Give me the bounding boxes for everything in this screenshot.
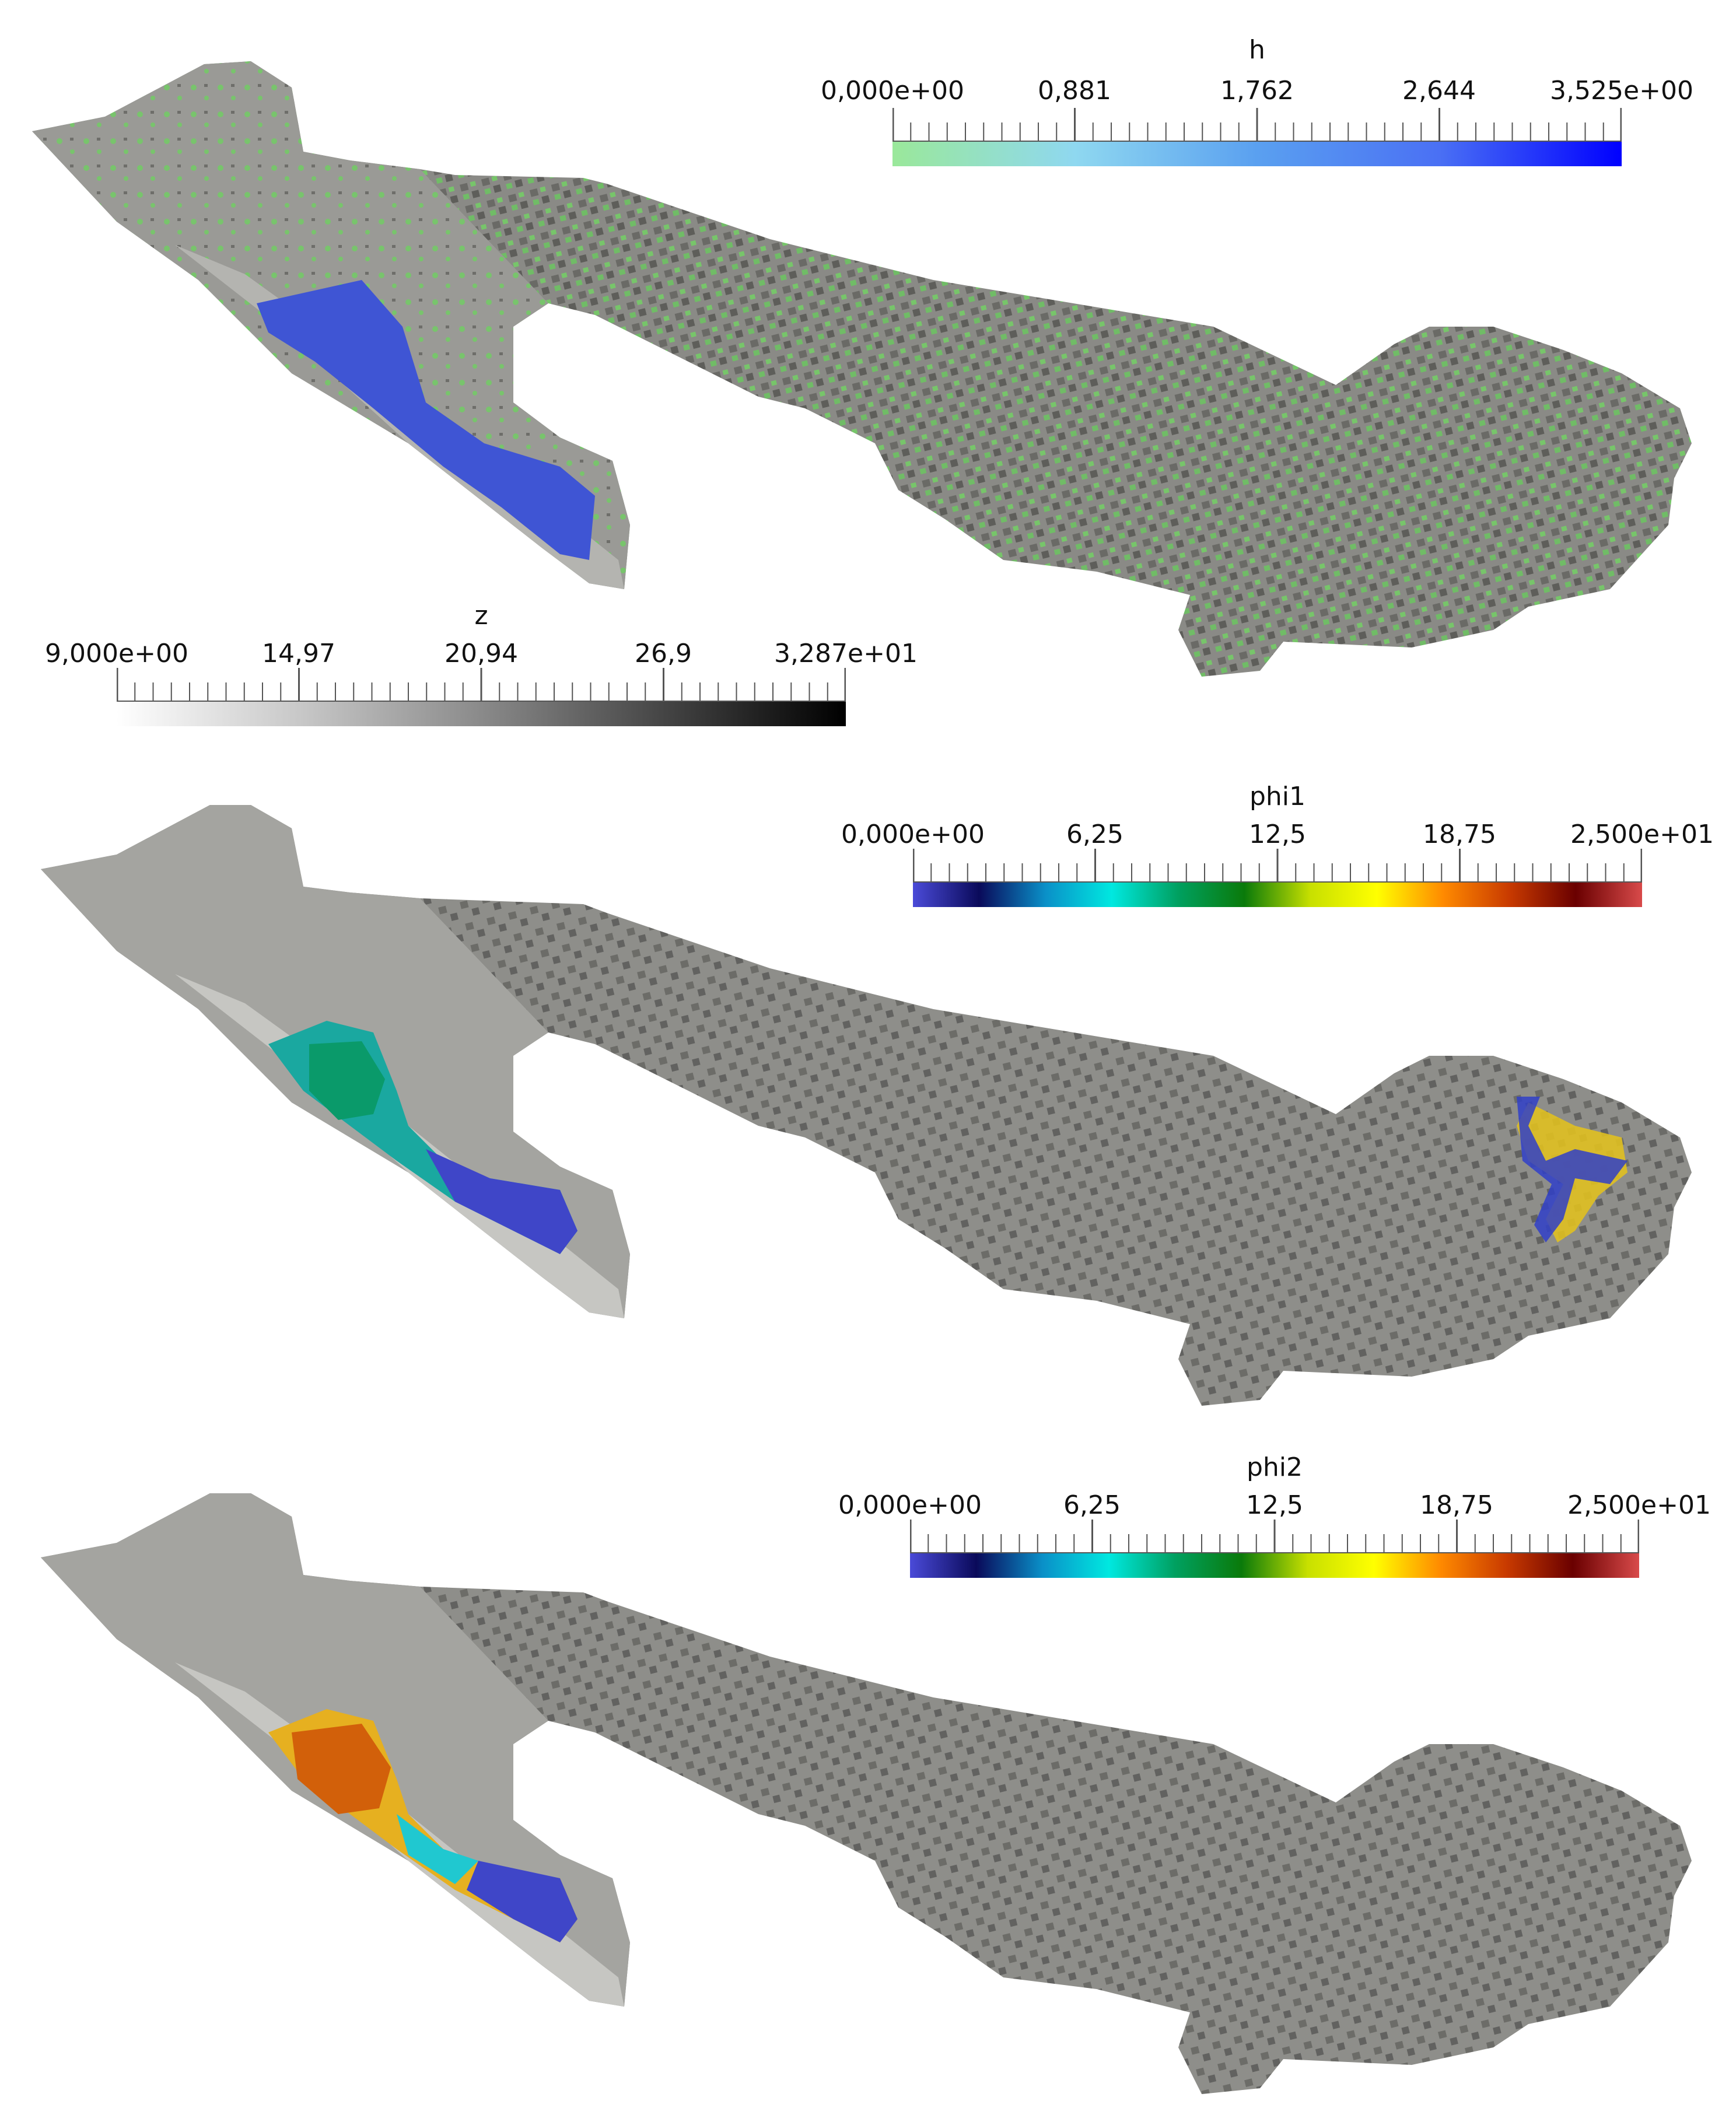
terrain-map — [41, 805, 1692, 1406]
tick-label: 0,000e+00 — [821, 76, 964, 106]
tick-label: 26,9 — [635, 639, 692, 668]
legend-title: h — [1249, 35, 1265, 65]
colorbar-gradient — [913, 883, 1642, 907]
tick-label: 9,000e+00 — [45, 639, 188, 668]
tracer-core — [309, 1041, 385, 1120]
colorbar-gradient — [117, 702, 846, 726]
tick-label: 18,75 — [1420, 1490, 1493, 1520]
legend-phi1: phi1 0,000e+00 6,25 12,5 18,75 2,500e+01 — [841, 782, 1714, 916]
legend-phi2: phi2 0,000e+00 6,25 12,5 18,75 2,500e+01 — [838, 1452, 1711, 1587]
tracer-core — [292, 1724, 391, 1814]
legend-title: z — [474, 601, 488, 631]
tick-label: 6,25 — [1066, 820, 1124, 849]
tick-label: 0,000e+00 — [838, 1490, 982, 1520]
colorbar — [117, 668, 846, 726]
tick-label: 2,500e+01 — [1570, 820, 1714, 849]
colorbar — [892, 108, 1622, 166]
colorbar-gradient — [892, 142, 1622, 166]
terrain-map — [32, 61, 1692, 677]
tick-label: 1,762 — [1220, 76, 1294, 106]
legend-title: phi2 — [1246, 1452, 1303, 1482]
legend-h: h 0,000e+00 0,881 1,762 2,644 3,525e+00 — [821, 35, 1693, 169]
panel-tracer-phi2: phi2 0,000e+00 6,25 12,5 18,75 2,500e+01 — [0, 1406, 1736, 2112]
colorbar — [913, 849, 1642, 907]
panel-tracer-phi1: phi1 0,000e+00 6,25 12,5 18,75 2,500e+01 — [0, 717, 1736, 1423]
tick-label: 0,000e+00 — [841, 820, 985, 849]
colorbar — [910, 1520, 1639, 1578]
colorbar-gradient — [910, 1553, 1639, 1578]
tick-label: 20,94 — [444, 639, 518, 668]
lagoon-water — [257, 280, 595, 560]
tick-label: 12,5 — [1246, 1490, 1303, 1520]
tick-label: 0,881 — [1038, 76, 1111, 106]
tracer-east-trail-outer — [1517, 1097, 1628, 1242]
tracer-mid — [397, 1814, 478, 1884]
panel-water-depth: h 0,000e+00 0,881 1,762 2,644 3,525e+00 … — [0, 0, 1736, 726]
tracer-tail — [426, 1149, 578, 1254]
tick-label: 2,500e+01 — [1567, 1490, 1711, 1520]
tracer-tail — [467, 1861, 578, 1942]
terrain-map — [41, 1493, 1692, 2094]
tick-label: 12,5 — [1249, 820, 1306, 849]
tick-label: 2,644 — [1402, 76, 1476, 106]
tick-label: 6,25 — [1063, 1490, 1121, 1520]
tick-label: 14,97 — [262, 639, 335, 668]
tick-label: 3,287e+01 — [774, 639, 918, 668]
legend-title: phi1 — [1249, 782, 1306, 811]
tick-label: 18,75 — [1423, 820, 1496, 849]
legend-z: z 9,000e+00 14,97 20,94 26,9 3,287e+01 — [45, 601, 918, 735]
tick-label: 3,525e+00 — [1550, 76, 1693, 106]
